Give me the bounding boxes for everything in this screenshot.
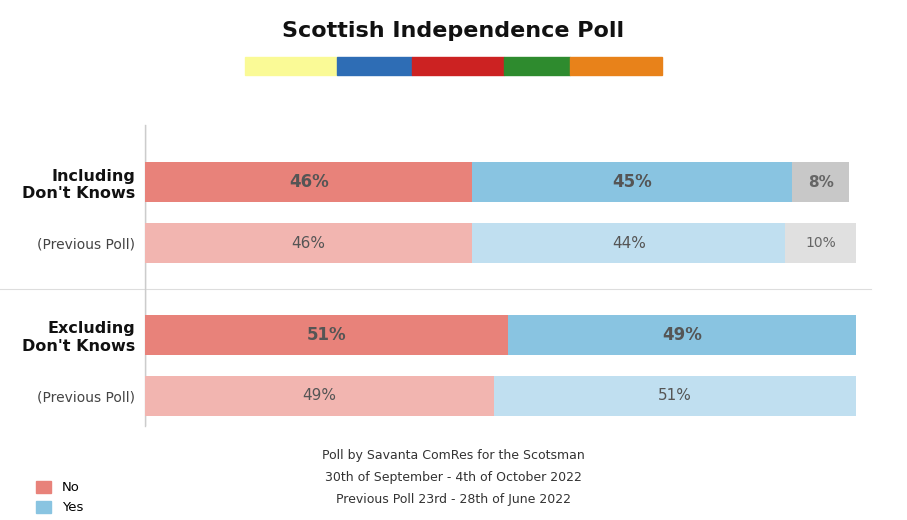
- Bar: [508, 315, 856, 355]
- Text: 46%: 46%: [292, 236, 326, 251]
- Bar: [473, 223, 785, 263]
- Legend: No, Yes, Don't Know: No, Yes, Don't Know: [35, 481, 138, 520]
- Text: 10%: 10%: [805, 236, 836, 250]
- Text: Poll by Savanta ComRes for the Scotsman: Poll by Savanta ComRes for the Scotsman: [322, 448, 585, 462]
- Text: Previous Poll 23rd - 28th of June 2022: Previous Poll 23rd - 28th of June 2022: [336, 493, 571, 505]
- Bar: [145, 376, 493, 415]
- Bar: [785, 223, 856, 263]
- Text: 30th of September - 4th of October 2022: 30th of September - 4th of October 2022: [325, 471, 582, 484]
- Bar: [145, 162, 473, 202]
- Text: 51%: 51%: [658, 388, 692, 404]
- Text: 49%: 49%: [302, 388, 336, 404]
- Text: Scottish Independence Poll: Scottish Independence Poll: [282, 21, 625, 41]
- Text: 51%: 51%: [307, 326, 346, 344]
- Text: 44%: 44%: [612, 236, 646, 251]
- Bar: [493, 376, 856, 415]
- Text: 46%: 46%: [288, 173, 328, 191]
- Bar: [145, 315, 508, 355]
- Text: 8%: 8%: [808, 175, 834, 190]
- Text: 45%: 45%: [612, 173, 652, 191]
- Bar: [793, 162, 849, 202]
- Text: 49%: 49%: [662, 326, 702, 344]
- Bar: [473, 162, 793, 202]
- Bar: [145, 223, 473, 263]
